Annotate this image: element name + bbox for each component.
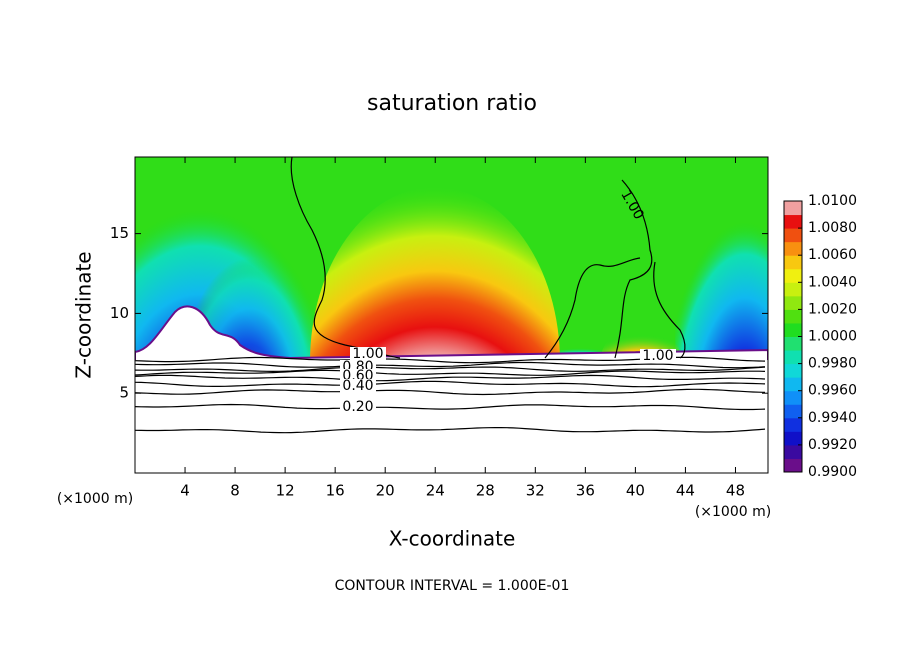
contour-line — [653, 261, 686, 359]
y-axis-label: Z-coordinate — [72, 251, 96, 378]
colorbar-bin — [784, 268, 802, 283]
colorbar-bin — [784, 390, 802, 405]
x-tick-label: 20 — [376, 482, 395, 500]
colorbar-bin — [784, 309, 802, 324]
colorbar-tick-label: 0.9900 — [808, 464, 857, 480]
contour-label-bg — [340, 379, 376, 393]
x-tick-label: 12 — [276, 482, 295, 500]
contour-line — [134, 388, 766, 396]
y-unit-label: (×1000 m) — [57, 491, 133, 507]
contour-line — [134, 366, 766, 373]
colorbar-bin — [784, 282, 802, 297]
x-axis-label: X-coordinate — [389, 527, 516, 551]
x-tick-label: 16 — [326, 482, 345, 500]
x-tick-label: 40 — [626, 482, 645, 500]
contour-line — [134, 427, 766, 434]
colorbar-bin — [784, 322, 802, 337]
colorbar-bin — [784, 404, 802, 419]
contour-line — [134, 403, 766, 411]
colorbar-tick-label: 1.0080 — [808, 220, 857, 236]
colorbar-bin — [784, 444, 802, 459]
x-tick-label: 24 — [426, 482, 445, 500]
colorbar-bin — [784, 214, 802, 229]
colorbar-bin — [784, 350, 802, 365]
contour-line — [134, 361, 766, 369]
contour-line — [614, 179, 653, 359]
contour-line — [134, 374, 766, 382]
contour-label: 0.20 — [342, 399, 373, 415]
colorbar-bin — [784, 363, 802, 378]
y-tick-label: 5 — [119, 384, 129, 402]
plot-frame — [134, 156, 769, 474]
colorbar-bin — [784, 241, 802, 256]
x-unit-label: (×1000 m) — [695, 504, 771, 520]
x-tick-label: 48 — [726, 482, 745, 500]
colorbar-tick-label: 0.9960 — [808, 383, 857, 399]
contour-field — [135, 157, 768, 473]
contour-label: 1.00 — [642, 348, 673, 364]
x-tick-label: 36 — [576, 482, 595, 500]
colorbar-bin — [784, 201, 802, 216]
colorbar-tick-label: 1.0020 — [808, 301, 857, 317]
x-tick-label: 32 — [526, 482, 545, 500]
colorbar-bin — [784, 417, 802, 432]
contour-line — [134, 380, 766, 388]
colorbar-bin — [784, 458, 802, 473]
y-tick-label: 10 — [110, 304, 129, 322]
contour-label-bg — [640, 349, 676, 363]
x-tick-label: 8 — [230, 482, 240, 500]
chart-title: saturation ratio — [367, 91, 537, 116]
x-tick-label: 28 — [476, 482, 495, 500]
colorbar-bin — [784, 255, 802, 270]
colorbar-bin — [784, 377, 802, 392]
contour-label-bg — [340, 400, 376, 414]
colorbar-tick-label: 0.9940 — [808, 410, 857, 426]
colorbar-tick-label: 1.0100 — [808, 193, 857, 209]
colorbar-bin — [784, 295, 802, 310]
x-tick-label: 4 — [180, 482, 190, 500]
y-tick-label: 15 — [110, 224, 129, 242]
colorbar-tick-label: 1.0060 — [808, 247, 857, 263]
contour-line — [544, 257, 641, 359]
contour-label-bg — [350, 347, 386, 361]
colorbar-bin — [784, 336, 802, 351]
contour-label: 1.00 — [352, 346, 383, 362]
colorbar-tick-label: 0.9980 — [808, 356, 857, 372]
contour-line — [134, 369, 766, 376]
contour-label: 0.40 — [342, 378, 373, 394]
contour-interval-note: CONTOUR INTERVAL = 1.000E-01 — [335, 578, 570, 594]
colorbar-tick-label: 0.9920 — [808, 437, 857, 453]
contour-lines — [134, 156, 766, 434]
colorbar-tick-label: 1.0040 — [808, 274, 857, 290]
x-tick-label: 44 — [676, 482, 695, 500]
colorbar-tick-label: 1.0000 — [808, 329, 857, 345]
colorbar-bin — [784, 431, 802, 446]
colorbar-bin — [784, 228, 802, 243]
